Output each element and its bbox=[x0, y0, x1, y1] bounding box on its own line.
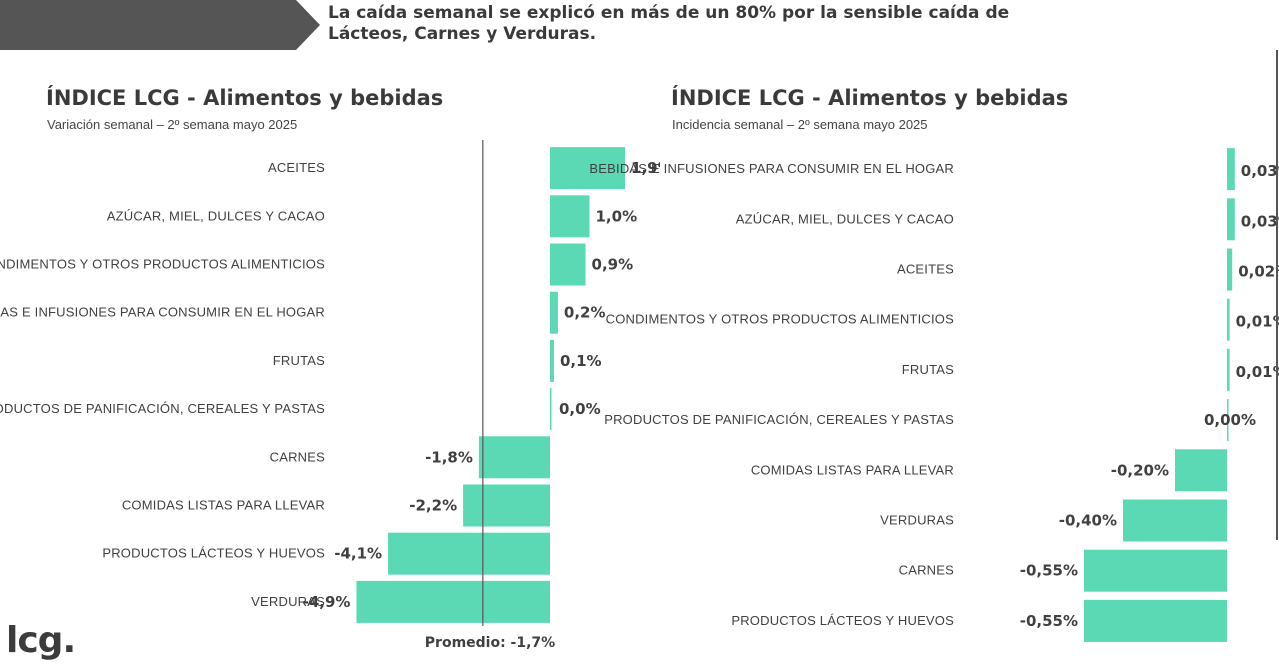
category-label-4: BEBIDAS E INFUSIONES PARA CONSUMIR EN EL… bbox=[0, 305, 325, 320]
category-label-6: PRODUCTOS DE PANIFICACIÓN, CEREALES Y PA… bbox=[0, 401, 325, 416]
category-label-10: PRODUCTOS LÁCTEOS Y HUEVOS bbox=[731, 613, 954, 628]
header-banner bbox=[0, 0, 320, 50]
category-label-1: ACEITES bbox=[268, 160, 325, 175]
bar-4 bbox=[550, 291, 558, 334]
value-label-6: 0,00% bbox=[1204, 411, 1256, 429]
value-label-10: -4,9% bbox=[303, 593, 351, 611]
value-label-9: -4,1% bbox=[334, 545, 382, 563]
value-label-3: 0,02% bbox=[1238, 263, 1279, 281]
category-label-5: FRUTAS bbox=[902, 362, 954, 377]
value-label-7: -0,20% bbox=[1111, 461, 1169, 479]
value-label-2: 0,03% bbox=[1241, 212, 1279, 230]
category-label-6: PRODUCTOS DE PANIFICACIÓN, CEREALES Y PA… bbox=[604, 412, 954, 427]
bar-10 bbox=[1084, 599, 1227, 642]
bar-9 bbox=[1084, 549, 1227, 592]
bar-3 bbox=[1227, 248, 1233, 291]
left-chart-subtitle: Variación semanal – 2º semana mayo 2025 bbox=[47, 117, 298, 132]
category-label-3: CONDIMENTOS Y OTROS PRODUCTOS ALIMENTICI… bbox=[0, 257, 325, 272]
bar-1 bbox=[1227, 148, 1235, 191]
value-label-8: -0,40% bbox=[1059, 512, 1117, 530]
category-label-9: PRODUCTOS LÁCTEOS Y HUEVOS bbox=[102, 546, 325, 561]
bar-4 bbox=[1227, 298, 1230, 341]
bar-8 bbox=[463, 484, 550, 527]
bar-9 bbox=[388, 532, 550, 575]
value-label-5: 0,01% bbox=[1236, 363, 1279, 381]
left-chart: ACEITES 1,9% AZÚCAR, MIEL, DULCES Y CACAO 1… bbox=[0, 140, 660, 651]
category-label-9: CARNES bbox=[899, 563, 955, 578]
lcg-logo: lcg. bbox=[6, 620, 76, 661]
headline: La caída semanal se explicó en más de un… bbox=[328, 3, 1048, 45]
category-label-7: CARNES bbox=[270, 449, 326, 464]
bar-7 bbox=[478, 436, 550, 479]
value-label-8: -2,2% bbox=[409, 497, 457, 515]
category-label-3: ACEITES bbox=[897, 262, 954, 277]
bar-6 bbox=[550, 388, 552, 431]
bar-7 bbox=[1175, 449, 1227, 492]
right-chart-subtitle: Incidencia semanal – 2º semana mayo 2025 bbox=[672, 117, 928, 132]
bar-5 bbox=[550, 339, 554, 382]
value-label-6: 0,0% bbox=[559, 400, 601, 418]
bar-1 bbox=[550, 147, 626, 190]
bar-2 bbox=[550, 195, 590, 238]
left-chart-title: ÍNDICE LCG - Alimentos y bebidas bbox=[46, 86, 444, 110]
value-label-5: 0,1% bbox=[560, 352, 602, 370]
category-label-8: COMIDAS LISTAS PARA LLEVAR bbox=[122, 498, 325, 513]
headline-line-1: La caída semanal se explicó en más de un… bbox=[328, 3, 1010, 23]
category-label-1: BEBIDAS E INFUSIONES PARA CONSUMIR EN EL… bbox=[589, 161, 954, 176]
bar-8 bbox=[1123, 499, 1227, 542]
category-label-5: FRUTAS bbox=[273, 353, 325, 368]
bar-10 bbox=[356, 580, 550, 623]
value-label-9: -0,55% bbox=[1020, 562, 1078, 580]
category-label-2: AZÚCAR, MIEL, DULCES Y CACAO bbox=[736, 211, 954, 226]
value-label-3: 0,9% bbox=[592, 256, 634, 274]
average-label: Promedio: -1,7% bbox=[425, 635, 555, 651]
right-edge-divider bbox=[1276, 50, 1278, 540]
value-label-4: 0,01% bbox=[1236, 313, 1279, 331]
category-label-2: AZÚCAR, MIEL, DULCES Y CACAO bbox=[107, 208, 325, 223]
bar-6 bbox=[1227, 399, 1229, 442]
value-label-1: 1,9% bbox=[631, 159, 660, 177]
category-label-8: VERDURAS bbox=[880, 513, 954, 528]
right-chart-title: ÍNDICE LCG - Alimentos y bebidas bbox=[671, 86, 1069, 110]
value-label-4: 0,2% bbox=[564, 304, 606, 322]
category-label-7: COMIDAS LISTAS PARA LLEVAR bbox=[751, 462, 954, 477]
value-label-1: 0,03% bbox=[1241, 162, 1279, 180]
value-label-7: -1,8% bbox=[425, 448, 473, 466]
category-label-4: CONDIMENTOS Y OTROS PRODUCTOS ALIMENTICI… bbox=[606, 312, 955, 327]
value-label-2: 1,0% bbox=[596, 207, 638, 225]
headline-line-2: Lácteos, Carnes y Verduras. bbox=[328, 24, 597, 44]
value-label-10: -0,55% bbox=[1020, 612, 1078, 630]
bar-2 bbox=[1227, 198, 1235, 241]
category-label-10: VERDURAS bbox=[251, 594, 325, 609]
bar-3 bbox=[550, 243, 586, 286]
bar-5 bbox=[1227, 348, 1230, 391]
